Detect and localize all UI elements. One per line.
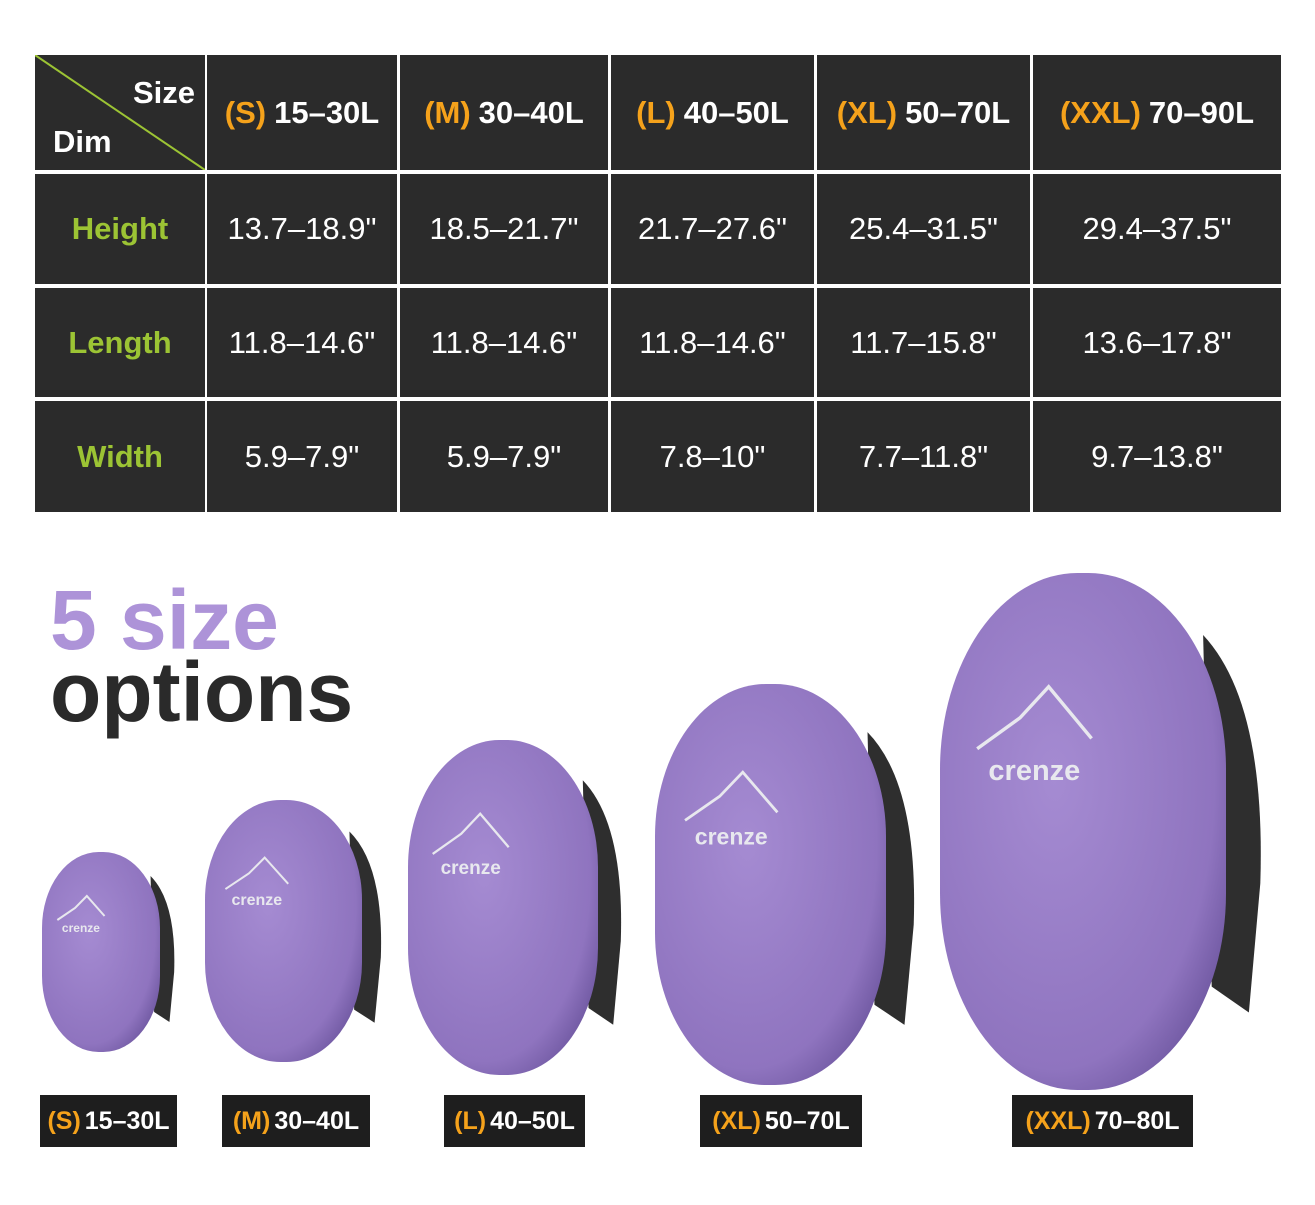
backpack-cover [408, 740, 598, 1075]
backpack-cover [940, 573, 1226, 1090]
backpack: crenze [205, 800, 382, 1062]
value-cell: 18.5–21.7" [400, 174, 608, 284]
logo-mountain [56, 894, 106, 921]
value: 11.8–14.6" [430, 324, 578, 360]
headline-1: 5 size [50, 573, 279, 667]
value: 7.8–10" [659, 438, 766, 474]
logo-mountain [224, 856, 289, 890]
backpack-cover [655, 684, 886, 1085]
size-tag: (S) [47, 1106, 81, 1135]
column-header: (S) 15–30L [207, 55, 397, 170]
size-label: (XL) 50–70L [700, 1095, 862, 1147]
value: 13.6–17.8" [1082, 324, 1232, 360]
corner-diagonal [35, 55, 205, 170]
size-range: 40–50L [683, 94, 789, 130]
row-label-text: Height [71, 211, 169, 246]
column-header: (XL) 50–70L [817, 55, 1030, 170]
value: 11.7–15.8" [850, 324, 997, 360]
value: 5.9–7.9" [446, 438, 562, 474]
size-tag: (L) [454, 1106, 487, 1135]
column-header: (XXL) 70–90L [1033, 55, 1281, 170]
logo: crenze [62, 921, 100, 935]
row-label-text: Width [77, 438, 163, 474]
value-cell: 11.8–14.6" [400, 288, 608, 397]
headline-2: options [50, 645, 354, 739]
size-label: (L) 40–50L [444, 1095, 585, 1147]
logo: crenze [441, 858, 501, 879]
logo-mountain [684, 770, 779, 822]
size-label: (S) 15–30L [40, 1095, 177, 1147]
backpack-cover [42, 852, 160, 1052]
size-range: 15–30L [84, 1106, 170, 1135]
value: 7.7–11.8" [858, 438, 989, 474]
size-range: 15–30L [274, 94, 380, 130]
size-range: 50–70L [764, 1106, 850, 1135]
value-cell: 13.6–17.8" [1033, 288, 1281, 397]
value-cell: 5.9–7.9" [207, 401, 397, 512]
value: 9.7–13.8" [1091, 438, 1223, 474]
value: 11.8–14.6" [228, 324, 376, 360]
value: 25.4–31.5" [849, 211, 998, 246]
value: 18.5–21.7" [429, 211, 579, 246]
value: 5.9–7.9" [244, 438, 360, 474]
size-label: (M) 30–40L [222, 1095, 370, 1147]
row-label: Height [35, 174, 205, 284]
logo: crenze [988, 755, 1080, 787]
value: 13.7–18.9" [227, 211, 377, 246]
value-cell: 29.4–37.5" [1033, 174, 1281, 284]
column-header: (M) 30–40L [400, 55, 608, 170]
value-cell: 5.9–7.9" [400, 401, 608, 512]
size-tag: (S) [224, 94, 267, 130]
logo: crenze [231, 892, 282, 909]
size-range: 50–70L [905, 94, 1011, 130]
size-tag: (M) [424, 94, 471, 130]
backpack-cover [205, 800, 362, 1062]
value-cell: 9.7–13.8" [1033, 401, 1281, 512]
logo-mountain [432, 811, 510, 855]
size-range: 70–80L [1094, 1106, 1180, 1135]
size-range: 30–40L [478, 94, 584, 130]
size-tag: (XL) [712, 1106, 761, 1135]
value-cell: 21.7–27.6" [611, 174, 814, 284]
corner-size: Size [132, 75, 195, 110]
size-range: 70–90L [1148, 94, 1255, 130]
row-label: Width [35, 401, 205, 512]
size-range: 40–50L [490, 1106, 575, 1135]
value-cell: 7.7–11.8" [817, 401, 1030, 512]
size-tag: (M) [232, 1106, 271, 1135]
corner-dim: Dim [53, 124, 112, 159]
size-tag: (L) [636, 94, 676, 130]
size-range: 30–40L [274, 1106, 360, 1135]
value-cell: 25.4–31.5" [817, 174, 1030, 284]
backpack: crenze [940, 573, 1261, 1090]
size-label: (XXL) 70–80L [1012, 1095, 1193, 1147]
value: 11.8–14.6" [639, 324, 786, 360]
value-cell: 11.7–15.8" [817, 288, 1030, 397]
value-cell: 11.8–14.6" [207, 288, 397, 397]
value-cell: 13.7–18.9" [207, 174, 397, 284]
value-cell: 7.8–10" [611, 401, 814, 512]
size-tag: (XL) [836, 94, 898, 130]
value: 21.7–27.6" [638, 211, 787, 246]
corner-cell: Size Dim [35, 55, 205, 170]
logo-mountain [976, 684, 1093, 751]
row-label-text: Length [68, 324, 172, 360]
size-tag: (XXL) [1059, 94, 1141, 130]
logo: crenze [695, 823, 768, 849]
value: 29.4–37.5" [1082, 211, 1232, 246]
row-label: Length [35, 288, 205, 397]
backpack: crenze [655, 684, 915, 1085]
size-tag: (XXL) [1025, 1106, 1091, 1135]
backpack: crenze [42, 852, 175, 1052]
backpack: crenze [408, 740, 622, 1075]
value-cell: 11.8–14.6" [611, 288, 814, 397]
column-header: (L) 40–50L [611, 55, 814, 170]
